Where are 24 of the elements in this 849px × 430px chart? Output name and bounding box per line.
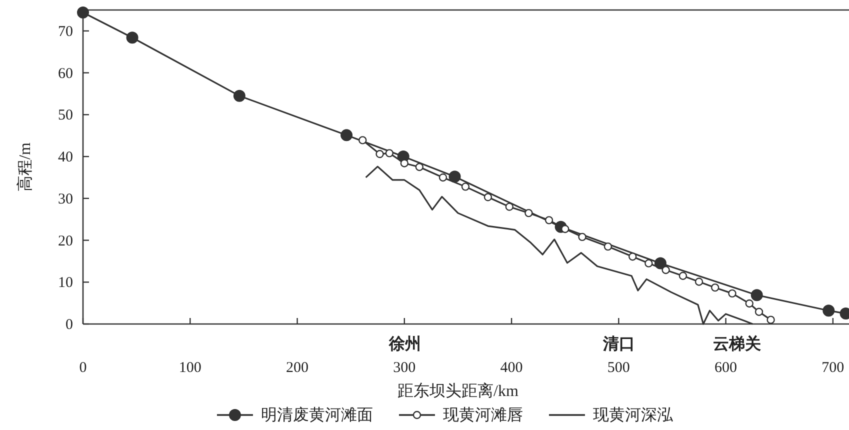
y-tick-label: 0: [66, 317, 73, 333]
x-tick-label: 200: [286, 360, 309, 376]
x-tick-label: 700: [822, 360, 844, 376]
y-tick-label: 60: [58, 66, 73, 82]
y-tick-label: 20: [58, 233, 73, 250]
y-tick-label: 30: [58, 191, 73, 208]
x-tick-label: 300: [393, 360, 416, 376]
x-tick-label: 500: [607, 360, 630, 376]
text: 徐州: [388, 335, 421, 353]
x-tick-label: 100: [178, 360, 202, 376]
y-tick-label: 10: [58, 275, 73, 292]
text: 清口: [602, 335, 635, 353]
x-tick-label: 400: [500, 360, 523, 376]
y-tick-label: 50: [58, 108, 73, 124]
legend-label: 明清废黄河滩面: [260, 406, 373, 424]
x-tick-label: 0: [79, 360, 87, 376]
legend-label: 现黄河深泓: [592, 406, 673, 424]
text: 云梯关: [713, 335, 761, 353]
y-tick-label: 40: [58, 150, 73, 166]
y-axis-title: 高程/m: [16, 142, 34, 192]
legend-label: 现黄河滩唇: [442, 406, 523, 424]
x-axis-title: 距东坝头距离/km: [398, 382, 519, 400]
x-tick-label: 600: [714, 360, 738, 376]
y-tick-label: 70: [58, 24, 73, 40]
